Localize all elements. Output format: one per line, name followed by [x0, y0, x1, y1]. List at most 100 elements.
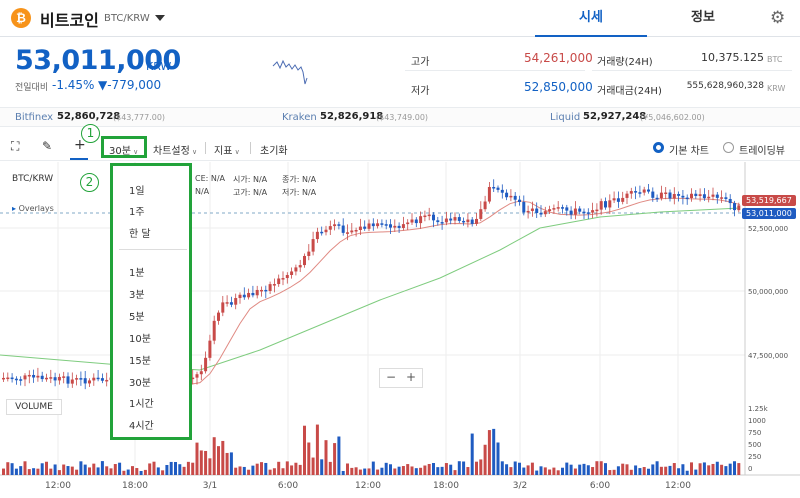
menu-item-1d[interactable]: 1일 [129, 186, 145, 197]
volume-bar [642, 467, 646, 475]
candle-body [389, 224, 392, 228]
tab-market[interactable]: 시세 [535, 0, 647, 37]
candle-body [397, 225, 401, 228]
basic-chart-radio[interactable] [653, 142, 664, 153]
volume-bar [436, 467, 440, 475]
annotation-marker-2: 2 [80, 173, 99, 192]
axis-labels: 12:00 18:00 3/1 6:00 12:00 18:00 3/2 6:00 12:00 5… [45, 225, 788, 491]
volume-bar [578, 464, 582, 475]
volume-bar [522, 467, 526, 475]
interval-select[interactable]: 30분 ∨ [109, 146, 139, 157]
volume-bar [294, 462, 298, 475]
volume-bar [238, 466, 242, 475]
volume-bar [724, 466, 728, 475]
menu-item-1m[interactable]: 한 달 [129, 229, 151, 240]
volume-bar [165, 464, 169, 475]
candle-body [509, 195, 513, 198]
legend-open: 시가: N/A [233, 175, 268, 184]
basic-chart-label[interactable]: 기본 차트 [669, 146, 709, 157]
active-tool-indicator [70, 158, 88, 160]
volume-bar [354, 467, 358, 475]
candle-body [595, 209, 599, 212]
volume-bar [552, 467, 556, 475]
candle-body [681, 195, 685, 198]
tradingview-radio[interactable] [723, 142, 734, 153]
candle-body [32, 374, 36, 378]
volume-bar [182, 466, 186, 475]
coin-select-caret-icon[interactable] [155, 15, 165, 21]
candle-body [294, 267, 298, 272]
reset-button[interactable]: 초기화 [260, 146, 288, 157]
volume-bar [565, 462, 569, 475]
menu-item-30min[interactable]: 30분 [129, 378, 151, 389]
menu-item-10min[interactable]: 10분 [129, 334, 151, 345]
volume-tick-label: 0 [748, 465, 752, 473]
candle-body [642, 189, 646, 193]
candle-body [414, 219, 418, 224]
volume-bar [509, 467, 513, 475]
volume-bar [483, 444, 487, 475]
volume-bar [212, 437, 216, 475]
candle-body [242, 294, 246, 298]
fullscreen-icon[interactable]: ⛶ [11, 139, 20, 153]
legend-close: 종가: N/A [282, 175, 317, 184]
candle-body [608, 200, 612, 208]
volume-bar [57, 470, 61, 475]
candle-body [264, 289, 268, 292]
volume-bar [6, 462, 10, 475]
candle-body [328, 226, 332, 230]
menu-item-1min[interactable]: 1분 [129, 268, 145, 279]
indicators-button[interactable]: 지표 ∨ [214, 146, 240, 157]
gear-icon[interactable]: ⚙ [770, 8, 786, 28]
candle-body [57, 376, 61, 381]
exchange-row [0, 107, 800, 127]
candle-body [432, 214, 435, 221]
volume-bar [371, 461, 375, 475]
pencil-icon[interactable]: ✎ [42, 139, 53, 153]
candle-body [543, 211, 547, 215]
candle-body [513, 195, 517, 200]
volume-bar [75, 469, 79, 475]
candle-body [449, 218, 453, 221]
zoom-out-button[interactable]: − [386, 370, 397, 384]
volume-value: 10,375.125 [701, 51, 764, 64]
candle-body [367, 223, 371, 229]
volume-bar [195, 442, 199, 475]
crosshair-icon[interactable]: + [74, 137, 86, 153]
volume-bars [2, 424, 741, 475]
tradingview-label[interactable]: 트레이딩뷰 [739, 146, 785, 157]
volume-bar [629, 469, 633, 475]
volume-bar [169, 461, 173, 475]
chart-settings-button[interactable]: 차트설정 ∨ [153, 146, 198, 157]
candle-body [204, 357, 208, 372]
overlays-toggle[interactable]: ▸ Overlays [12, 204, 54, 213]
menu-item-5min[interactable]: 5분 [129, 312, 145, 323]
menu-item-15min[interactable]: 15분 [129, 356, 151, 367]
volume-bar [599, 461, 603, 475]
candle-body [307, 251, 311, 256]
menu-item-4h[interactable]: 4시간 [129, 421, 154, 432]
volume-bar [440, 466, 444, 475]
volume-bar [10, 463, 14, 475]
chart-toolbar [0, 133, 800, 161]
volume-bar [174, 462, 177, 475]
volume-bar [148, 463, 152, 475]
candle-body [690, 193, 693, 199]
candle-body [354, 230, 358, 232]
volume-bar [702, 462, 706, 475]
menu-item-3min[interactable]: 3분 [129, 290, 145, 301]
exchange-value-liquid: 52,927,248 [583, 111, 647, 122]
candle-body [238, 294, 242, 299]
volume-bar [513, 461, 517, 475]
menu-item-1w[interactable]: 1주 [129, 207, 145, 218]
tab-info[interactable]: 정보 [691, 10, 715, 25]
candle-body [737, 205, 741, 211]
menu-item-1h[interactable]: 1시간 [129, 399, 154, 410]
zoom-in-button[interactable]: + [406, 370, 417, 384]
volume-bar [320, 459, 324, 475]
volume-bar [156, 467, 160, 475]
exchange-name-kraken: Kraken [282, 112, 317, 123]
volume-label: 거래량(24H) [597, 57, 653, 68]
volume-bar [62, 464, 66, 475]
time-tick-label: 18:00 [122, 481, 148, 491]
